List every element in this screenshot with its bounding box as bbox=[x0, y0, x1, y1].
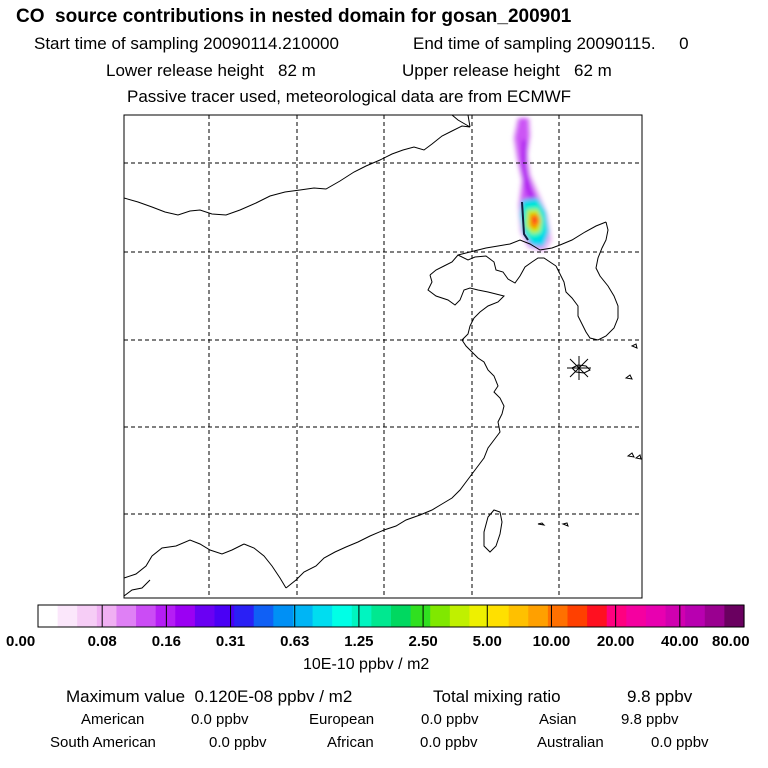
colorbar-cell bbox=[214, 605, 235, 627]
colorbar-cell bbox=[253, 605, 274, 627]
colorbar-tick-label: 1.25 bbox=[344, 633, 374, 650]
region-value: 0.0 ppbv bbox=[651, 734, 709, 751]
colorbar-cell bbox=[175, 605, 196, 627]
colorbar-cell bbox=[469, 605, 490, 627]
colorbar-cell bbox=[96, 605, 118, 627]
total-mixing-ratio-label: Total mixing ratio bbox=[433, 687, 561, 706]
colorbar-cell bbox=[116, 605, 137, 627]
colorbar-cell bbox=[136, 605, 157, 627]
colorbar-cell bbox=[430, 605, 451, 627]
map-panel bbox=[123, 114, 643, 599]
colorbar-cell bbox=[626, 605, 647, 627]
plot-title: CO source contributions in nested domain… bbox=[16, 6, 572, 27]
colorbar-cell bbox=[410, 605, 431, 627]
colorbar-tick-label: 0.31 bbox=[215, 633, 246, 650]
colorbar-cell bbox=[194, 605, 216, 627]
region-value: 0.0 ppbv bbox=[209, 734, 267, 751]
colorbar-cell bbox=[351, 605, 372, 627]
colorbar-cell bbox=[704, 605, 725, 627]
tracer-note: Passive tracer used, meteorological data… bbox=[127, 87, 572, 106]
colorbar-unit: 10E-10 ppbv / m2 bbox=[303, 656, 430, 673]
colorbar-cell bbox=[489, 605, 510, 627]
colorbar-tick-label: 20.00 bbox=[596, 633, 635, 650]
colorbar bbox=[37, 604, 745, 628]
colorbar-cell bbox=[665, 605, 686, 627]
region-name: American bbox=[81, 711, 145, 728]
region-name: European bbox=[309, 711, 375, 728]
colorbar-cell bbox=[234, 605, 255, 627]
colorbar-cell bbox=[567, 605, 588, 627]
map-background bbox=[124, 115, 642, 598]
lower-release-height-label: Lower release height 82 m bbox=[106, 61, 316, 80]
region-name: African bbox=[327, 734, 374, 751]
map-frame bbox=[123, 114, 643, 599]
colorbar-cell bbox=[57, 605, 78, 627]
colorbar-tick-label: 40.00 bbox=[661, 633, 699, 650]
colorbar-cell bbox=[312, 605, 333, 627]
max-value-label: Maximum value 0.120E-08 ppbv / m2 bbox=[66, 687, 353, 706]
colorbar-cell bbox=[332, 605, 353, 627]
colorbar-cell bbox=[77, 605, 98, 627]
colorbar-cell bbox=[391, 605, 412, 627]
colorbar-tick-label: 2.50 bbox=[408, 633, 438, 650]
colorbar-cell bbox=[449, 605, 471, 627]
region-value: 0.0 ppbv bbox=[191, 711, 249, 728]
end-time-label: End time of sampling 20090115. 0 bbox=[413, 34, 689, 53]
colorbar-cell bbox=[547, 605, 569, 627]
colorbar-cell bbox=[508, 605, 529, 627]
colorbar-tick-label: 0.63 bbox=[280, 633, 310, 650]
colorbar-cell bbox=[371, 605, 392, 627]
colorbar-tick-label: 5.00 bbox=[472, 633, 502, 650]
plume-edge bbox=[521, 201, 529, 241]
receptor-marker bbox=[567, 356, 591, 380]
colorbar-cell bbox=[155, 605, 176, 627]
colorbar-tick-label: 0.00 bbox=[6, 633, 36, 650]
region-value: 0.0 ppbv bbox=[420, 734, 478, 751]
colorbar-cell bbox=[724, 605, 745, 627]
upper-release-height-label: Upper release height 62 m bbox=[402, 61, 612, 80]
colorbar-cell bbox=[273, 605, 294, 627]
colorbar-cell bbox=[528, 605, 549, 627]
colorbar-cell bbox=[587, 605, 608, 627]
colorbar-cell bbox=[685, 605, 706, 627]
region-value: 9.8 ppbv bbox=[621, 711, 679, 728]
colorbar-tick-label: 0.16 bbox=[151, 633, 181, 650]
region-name: South American bbox=[50, 734, 156, 751]
colorbar-cell bbox=[606, 605, 627, 627]
colorbar-cell bbox=[645, 605, 667, 627]
region-name: Australian bbox=[537, 734, 604, 751]
region-value: 0.0 ppbv bbox=[421, 711, 479, 728]
colorbar-tick-label: 10.00 bbox=[532, 633, 571, 650]
region-name: Asian bbox=[539, 711, 577, 728]
coastlines bbox=[124, 115, 642, 597]
start-time-label: Start time of sampling 20090114.210000 bbox=[34, 34, 339, 53]
total-mixing-ratio-value: 9.8 ppbv bbox=[627, 687, 693, 706]
colorbar-tick-label: 0.08 bbox=[87, 633, 117, 650]
colorbar-tick-label: 80.00 bbox=[712, 633, 750, 650]
colorbar-cell bbox=[38, 605, 59, 627]
colorbar-cell bbox=[292, 605, 314, 627]
graticule bbox=[124, 115, 642, 598]
